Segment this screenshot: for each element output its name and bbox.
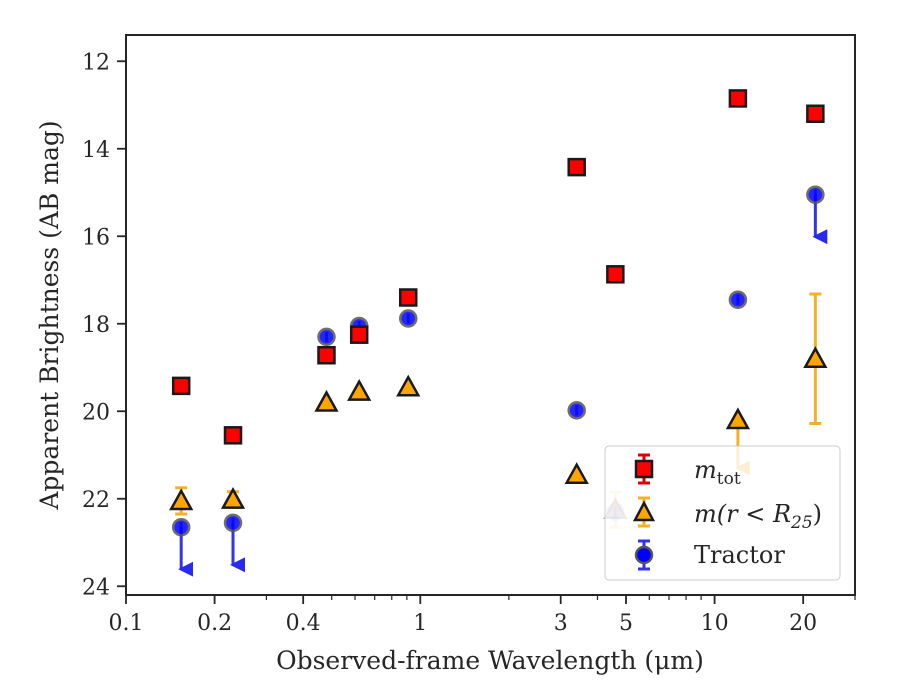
svg-text:mtot: mtot — [694, 456, 741, 489]
y-tick-label: 20 — [82, 400, 110, 425]
r25-triangle-point — [564, 462, 589, 484]
x-axis-ticks: 0.1 0.2 0.4 1 3 5 10 20 — [109, 595, 856, 636]
x-tick-label: 0.1 — [109, 611, 144, 636]
tractor-circle-point — [728, 290, 748, 309]
tractor-circle-point — [806, 185, 825, 204]
legend-entry-tractor: Tractor — [634, 539, 785, 571]
y-tick-label: 12 — [82, 50, 110, 75]
mtot-square-point — [806, 104, 825, 123]
legend-sub-mtot: tot — [717, 469, 741, 489]
legend-frame — [604, 445, 841, 581]
r25-triangle-point — [803, 346, 828, 368]
legend: mtot m(r < R25) Tractor — [604, 445, 841, 581]
x-tick-label: 0.2 — [197, 611, 232, 636]
r25-triangle-point — [169, 488, 194, 511]
y-tick-label: 16 — [82, 225, 110, 250]
y-tick-label: 14 — [82, 138, 110, 163]
x-tick-label: 10 — [701, 611, 729, 636]
mtot-square-point — [567, 157, 586, 177]
legend-label-mtot: m — [694, 456, 717, 484]
legend-entry-r25: m(r < R25) — [632, 496, 822, 533]
mtot-square-point — [606, 265, 625, 284]
data-marks — [169, 89, 828, 577]
x-tick-label: 0.4 — [286, 611, 321, 636]
tractor-circle-point — [223, 513, 243, 533]
legend-tail-r25: ) — [813, 500, 822, 528]
y-axis-label: Apparent Brightness (AB mag) — [35, 120, 64, 510]
mtot-square-point — [317, 346, 336, 365]
y-tick-label: 24 — [82, 575, 110, 600]
legend-triangle-marker — [632, 500, 656, 522]
x-tick-label: 20 — [789, 611, 817, 636]
mtot-square-point — [171, 376, 191, 396]
tractor-circle-point — [317, 327, 336, 347]
r25-triangle-point — [396, 374, 421, 397]
plot-frame — [125, 34, 856, 596]
x-tick-label: 1 — [413, 611, 427, 636]
mtot-square-point — [398, 288, 418, 307]
y-axis-ticks: 12 14 16 18 20 22 24 — [82, 50, 126, 600]
tractor-circle-point — [567, 401, 586, 420]
svg-text:m(r < R25): m(r < R25) — [694, 500, 822, 533]
r25-triangle-point — [347, 378, 372, 401]
mtot-square-point — [349, 325, 369, 344]
mtot-square-point — [223, 426, 243, 445]
legend-entry-mtot: mtot — [634, 453, 741, 489]
x-tick-label: 3 — [554, 611, 568, 636]
legend-square-marker — [634, 459, 654, 479]
legend-circle-marker — [634, 545, 654, 565]
mtot-square-point — [728, 89, 748, 108]
r25-triangle-point — [725, 407, 751, 430]
legend-label-r25: m(r < R — [694, 500, 791, 528]
x-axis-label: Observed-frame Wavelength (μm) — [276, 646, 704, 675]
y-tick-label: 22 — [82, 488, 110, 513]
legend-sub-r25: 25 — [790, 513, 813, 533]
r25-triangle-point — [220, 487, 246, 509]
r25-triangle-point — [314, 389, 339, 412]
tractor-circle-point — [398, 309, 418, 328]
tractor-circle-point — [171, 517, 191, 537]
x-tick-label: 5 — [619, 611, 633, 636]
legend-label-tractor: Tractor — [694, 541, 785, 569]
y-tick-label: 18 — [82, 313, 110, 338]
